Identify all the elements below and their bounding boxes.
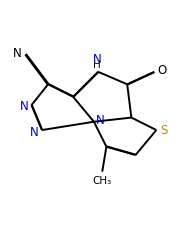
Text: N: N	[96, 114, 105, 127]
Text: CH₃: CH₃	[93, 175, 112, 185]
Text: N: N	[20, 99, 28, 112]
Text: O: O	[157, 64, 167, 77]
Text: N: N	[93, 52, 101, 65]
Text: N: N	[13, 47, 21, 59]
Text: H: H	[93, 59, 101, 69]
Text: N: N	[30, 125, 39, 138]
Text: S: S	[161, 123, 168, 136]
